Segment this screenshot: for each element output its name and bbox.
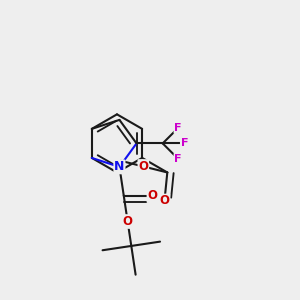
Text: F: F	[174, 123, 182, 133]
Text: O: O	[138, 160, 148, 173]
Text: O: O	[160, 194, 170, 208]
Text: F: F	[174, 154, 182, 164]
Text: O: O	[123, 215, 133, 228]
Text: N: N	[114, 160, 124, 173]
Text: O: O	[147, 189, 158, 202]
Text: F: F	[181, 138, 188, 148]
